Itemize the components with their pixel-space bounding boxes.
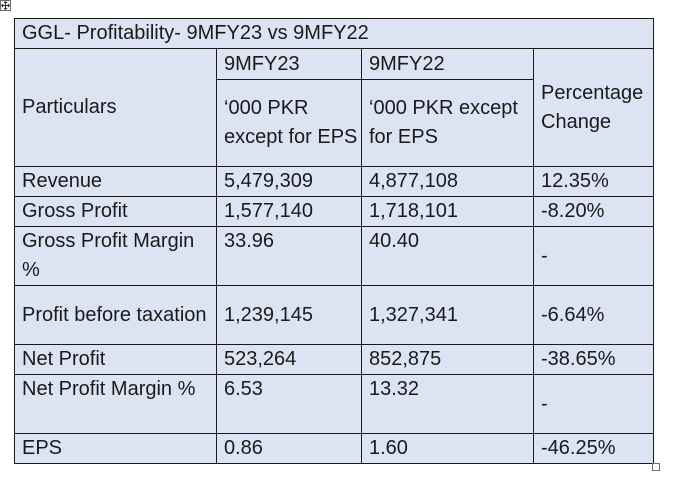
table-row-revenue: Revenue 5,479,309 4,877,108 12.35% bbox=[14, 166, 655, 197]
row-label[interactable]: Profit before taxation bbox=[14, 285, 217, 345]
header-percentage-change[interactable]: Percentage Change bbox=[532, 48, 655, 167]
table-row-gross-profit: Gross Profit 1,577,140 1,718,101 -8.20% bbox=[14, 196, 655, 227]
row-label[interactable]: Net Profit Margin % bbox=[14, 374, 217, 434]
table-row-net-profit-margin: Net Profit Margin % 6.53 13.32 - bbox=[14, 374, 655, 434]
row-label[interactable]: Revenue bbox=[14, 166, 217, 197]
table-move-handle-icon[interactable] bbox=[0, 0, 11, 11]
row-change[interactable]: -8.20% bbox=[532, 196, 655, 227]
row-value-fy23[interactable]: 6.53 bbox=[216, 374, 362, 434]
row-value-fy22[interactable]: 13.32 bbox=[361, 374, 534, 434]
row-value-fy22[interactable]: 1.60 bbox=[361, 433, 534, 464]
row-label[interactable]: Gross Profit bbox=[14, 196, 217, 227]
row-change[interactable]: -38.65% bbox=[532, 344, 655, 375]
row-value-fy23[interactable]: 0.86 bbox=[216, 433, 362, 464]
table-resize-handle-icon[interactable] bbox=[652, 463, 660, 471]
table-row-eps: EPS 0.86 1.60 -46.25% bbox=[14, 433, 655, 464]
table-row-profit-before-taxation: Profit before taxation 1,239,145 1,327,3… bbox=[14, 285, 655, 345]
move-arrows-icon bbox=[1, 1, 10, 10]
header-col1-unit[interactable]: ‘000 PKR except for EPS bbox=[216, 79, 362, 167]
table-title-row: GGL- Profitability- 9MFY23 vs 9MFY22 bbox=[13, 18, 655, 49]
row-value-fy23[interactable]: 523,264 bbox=[216, 344, 362, 375]
row-value-fy22[interactable]: 40.40 bbox=[361, 226, 534, 286]
header-col2-year[interactable]: 9MFY22 bbox=[361, 48, 534, 80]
row-value-fy23[interactable]: 1,577,140 bbox=[216, 196, 362, 227]
row-change[interactable]: - bbox=[532, 226, 655, 286]
row-value-fy23[interactable]: 33.96 bbox=[216, 226, 362, 286]
row-label[interactable]: EPS bbox=[14, 433, 217, 464]
profitability-table: GGL- Profitability- 9MFY23 vs 9MFY22 Par… bbox=[13, 18, 655, 464]
row-value-fy23[interactable]: 5,479,309 bbox=[216, 166, 362, 197]
row-change[interactable]: - bbox=[532, 374, 655, 434]
header-row-units: ‘000 PKR except for EPS ‘000 PKR except … bbox=[15, 79, 654, 167]
row-value-fy23[interactable]: 1,239,145 bbox=[216, 285, 362, 345]
row-value-fy22[interactable]: 852,875 bbox=[361, 344, 534, 375]
header-col2-unit[interactable]: ‘000 PKR except for EPS bbox=[361, 79, 534, 167]
header-row-years: Particulars 9MFY23 9MFY22 Percentage Cha… bbox=[14, 48, 655, 167]
row-label[interactable]: Gross Profit Margin % bbox=[14, 226, 217, 286]
row-label[interactable]: Net Profit bbox=[14, 344, 217, 375]
row-value-fy22[interactable]: 1,327,341 bbox=[361, 285, 534, 345]
row-change[interactable]: 12.35% bbox=[532, 166, 655, 197]
row-value-fy22[interactable]: 1,718,101 bbox=[361, 196, 534, 227]
table-row-net-profit: Net Profit 523,264 852,875 -38.65% bbox=[14, 344, 655, 375]
table-row-gross-profit-margin: Gross Profit Margin % 33.96 40.40 - bbox=[14, 226, 655, 286]
header-col1-year[interactable]: 9MFY23 bbox=[216, 48, 362, 80]
table-title[interactable]: GGL- Profitability- 9MFY23 vs 9MFY22 bbox=[13, 18, 655, 49]
header-particulars[interactable]: Particulars bbox=[14, 48, 217, 167]
row-change[interactable]: -46.25% bbox=[532, 433, 655, 464]
row-change[interactable]: -6.64% bbox=[532, 285, 655, 345]
row-value-fy22[interactable]: 4,877,108 bbox=[361, 166, 534, 197]
